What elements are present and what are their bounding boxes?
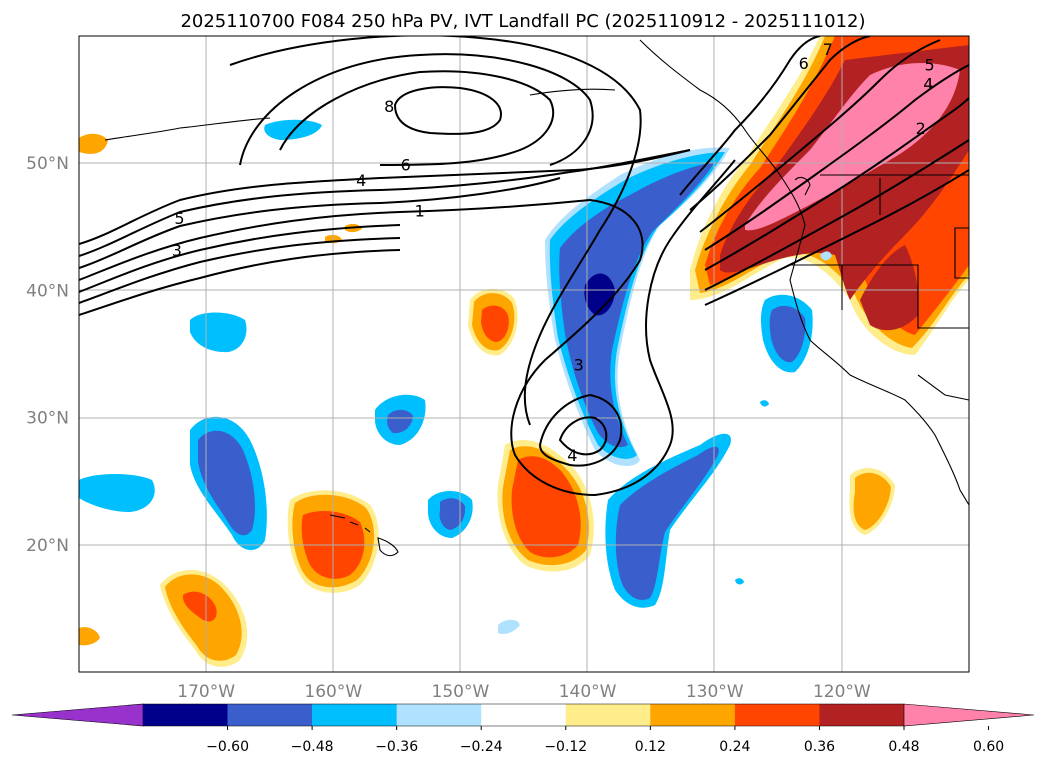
- y-tick-label: 50°N: [26, 154, 69, 174]
- contour-label: 5: [174, 209, 184, 228]
- contour-label: 1: [415, 202, 425, 221]
- colorbar-segment: [819, 704, 905, 726]
- ivt-contours: [79, 36, 969, 497]
- colorbar: −0.60 −0.48 −0.36 −0.24 −0.12 0.12 0.24 0.36 0.4…: [11, 703, 1035, 755]
- colorbar-tick-label: −0.12: [544, 739, 587, 755]
- colorbar-tick-label: 0.24: [719, 739, 750, 755]
- x-tick-label: 130°W: [686, 682, 744, 702]
- colorbar-segments: [11, 703, 1035, 727]
- x-tick-label: 140°W: [559, 682, 617, 702]
- colorbar-segment: [312, 704, 397, 726]
- contour-label: 8: [384, 97, 394, 116]
- x-tick-label: 170°W: [177, 682, 235, 702]
- y-tick-label: 40°N: [26, 281, 69, 301]
- colorbar-segment: [565, 704, 651, 726]
- colorbar-tick-label: 0.48: [888, 739, 919, 755]
- y-tick-label: 30°N: [26, 409, 69, 429]
- y-tick-label: 20°N: [26, 536, 69, 556]
- contour-label: 3: [172, 241, 182, 260]
- colorbar-tick-label: 0.60: [973, 739, 1004, 755]
- contour-label: 2: [916, 119, 926, 138]
- colorbar-outline: [143, 703, 904, 727]
- contour-label: 5: [924, 55, 934, 74]
- colorbar-segment: [481, 704, 567, 726]
- x-tick-label: 120°W: [813, 682, 871, 702]
- colorbar-tick-label: 0.12: [635, 739, 666, 755]
- contour-label: 6: [401, 156, 411, 175]
- coastlines: [104, 39, 969, 557]
- chart-title: 2025110700 F084 250 hPa PV, IVT Landfall…: [180, 11, 865, 32]
- colorbar-tick-label: −0.60: [206, 739, 249, 755]
- contour-label: 7: [823, 40, 833, 59]
- colorbar-segment: [650, 704, 736, 726]
- x-tick-labels: 170°W 160°W 150°W 140°W 130°W 120°W: [177, 682, 871, 702]
- colorbar-segment: [734, 704, 820, 726]
- gridlines: [79, 36, 969, 672]
- x-tick-label: 150°W: [432, 682, 490, 702]
- colorbar-extend-low: [11, 703, 144, 727]
- contour-label: 6: [799, 54, 809, 73]
- colorbar-tick-label: 0.36: [804, 739, 835, 755]
- x-tick-label: 160°W: [304, 682, 362, 702]
- pv-positive-region-small: [79, 133, 895, 646]
- colorbar-segment: [396, 704, 482, 726]
- colorbar-tick-label: −0.48: [291, 739, 334, 755]
- contour-label: 4: [923, 74, 933, 93]
- contour-label: 4: [356, 171, 366, 190]
- y-tick-labels: 20°N 30°N 40°N 50°N: [26, 154, 69, 556]
- colorbar-tick-label: −0.36: [375, 739, 418, 755]
- colorbar-extend-high: [903, 703, 1035, 727]
- contour-label: 4: [567, 446, 577, 465]
- colorbar-segment: [227, 704, 313, 726]
- colorbar-segment: [143, 704, 228, 726]
- colorbar-tick-label: −0.24: [460, 739, 503, 755]
- pv-positive-region-central: [497, 440, 594, 572]
- colorbar-tick-labels: −0.60 −0.48 −0.36 −0.24 −0.12 0.12 0.24 0.36 0.4…: [206, 726, 1004, 755]
- contour-label: 3: [574, 355, 584, 374]
- map-frame: [78, 35, 970, 673]
- pv-positive-region-southwest: [160, 570, 248, 667]
